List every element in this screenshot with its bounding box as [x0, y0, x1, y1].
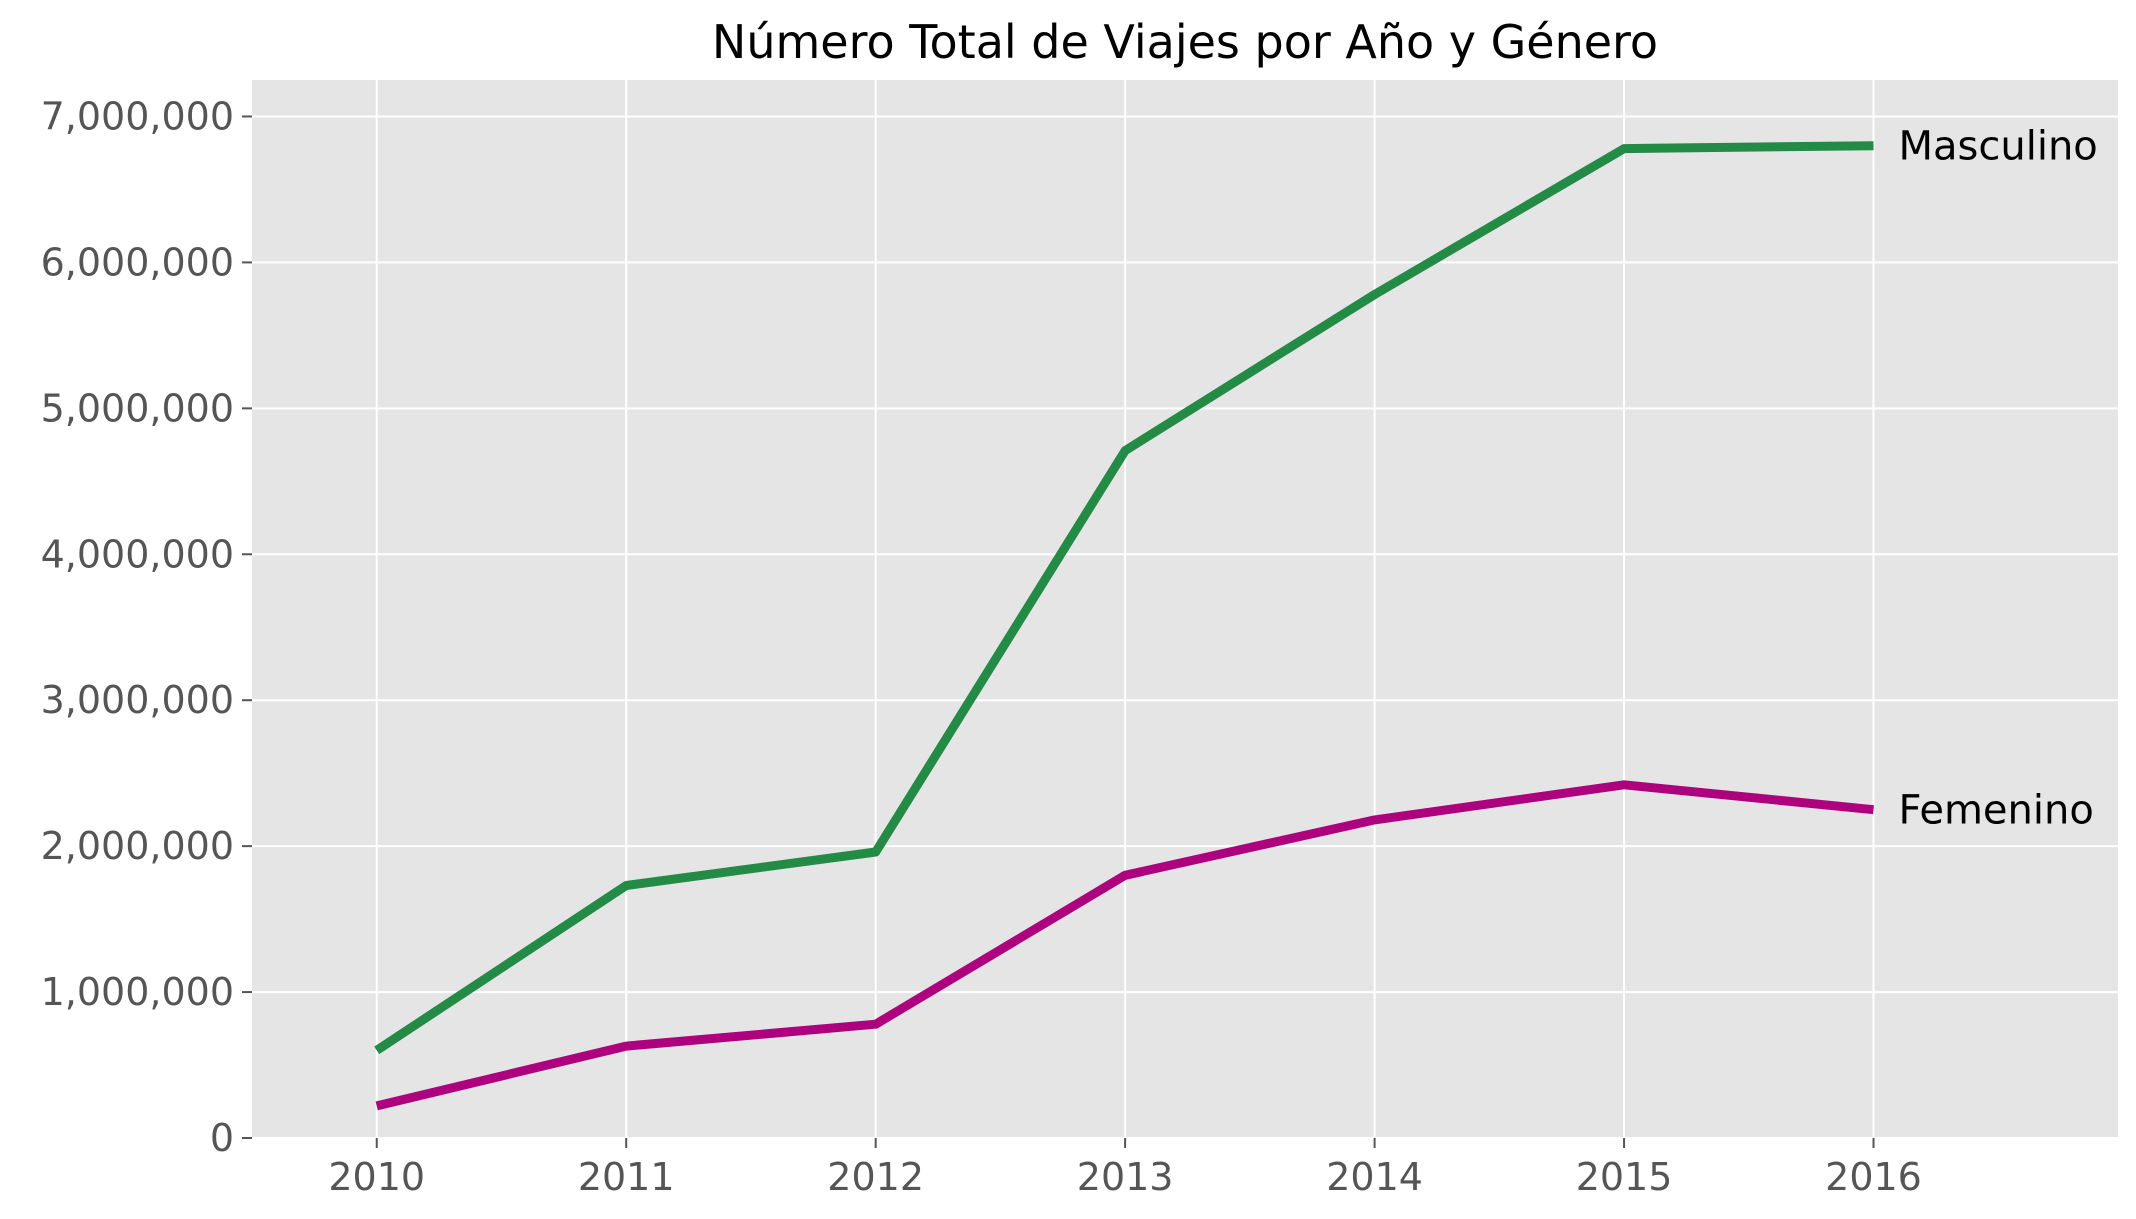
x-tick-label: 2013	[1077, 1155, 1174, 1199]
plot-area	[252, 80, 2118, 1138]
x-tick-label: 2012	[827, 1155, 924, 1199]
series-labels: Masculino Femenino	[1899, 124, 2098, 834]
series-lines	[374, 141, 1874, 1111]
x-tick-label: 2016	[1825, 1155, 1922, 1199]
y-tick-label: 4,000,000	[41, 532, 234, 576]
y-tick-label: 3,000,000	[41, 678, 234, 722]
y-tick-label: 7,000,000	[41, 94, 234, 138]
y-tick-label: 2,000,000	[41, 824, 234, 868]
series-label-femenino: Femenino	[1899, 788, 2094, 834]
x-axis: 2010 2011 2012 2013 2014 2015 2016	[328, 1138, 1922, 1199]
x-tick-label: 2015	[1576, 1155, 1673, 1199]
series-label-masculino: Masculino	[1899, 124, 2098, 170]
x-tick-label: 2011	[578, 1155, 675, 1199]
chart-title: Número Total de Viajes por Año y Género	[712, 15, 1658, 69]
y-axis: 0 1,000,000 2,000,000 3,000,000 4,000,000 5,0…	[41, 94, 252, 1160]
y-tick-label: 6,000,000	[41, 240, 234, 284]
y-tick-label: 1,000,000	[41, 970, 234, 1014]
y-tick-label: 0	[210, 1116, 234, 1160]
x-tick-label: 2014	[1326, 1155, 1423, 1199]
series-line-masculino	[374, 141, 1874, 1055]
series-line-femenino	[375, 780, 1874, 1111]
y-tick-label: 5,000,000	[41, 386, 234, 430]
x-tick-label: 2010	[328, 1155, 425, 1199]
